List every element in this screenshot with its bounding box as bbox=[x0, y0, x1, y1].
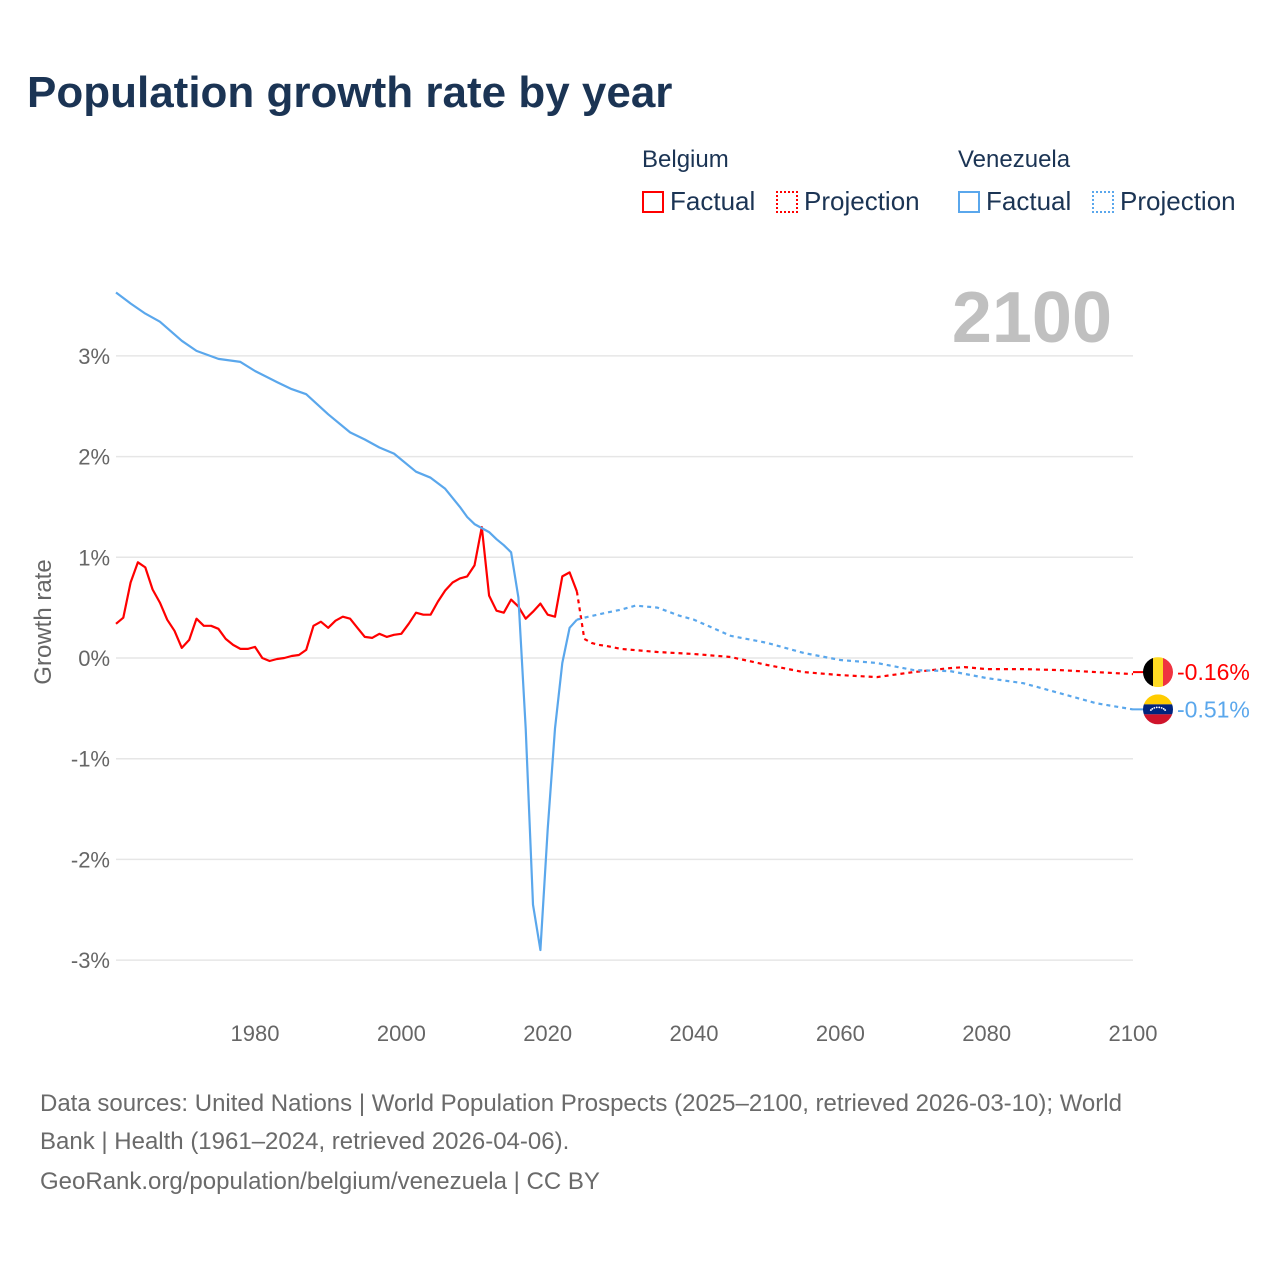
end-value-label: -0.16% bbox=[1177, 659, 1250, 685]
end-value-label: -0.51% bbox=[1177, 696, 1250, 722]
x-tick-label: 2040 bbox=[670, 1021, 719, 1046]
y-tick-label: 1% bbox=[78, 545, 110, 570]
x-tick-label: 2000 bbox=[377, 1021, 426, 1046]
y-tick-label: -1% bbox=[71, 747, 110, 772]
plot-area: 2100 Growth rate 3% 2% 1% 0% -1% -2% -3% 1980 20… bbox=[30, 278, 1250, 1046]
solid-swatch-icon bbox=[642, 190, 664, 213]
legend-venezuela-heading: Venezuela bbox=[958, 146, 1071, 173]
legend-label: Projection bbox=[1120, 186, 1236, 216]
belgium-flag-icon bbox=[1143, 657, 1173, 688]
footer-credit-link[interactable]: GeoRank.org/population/belgium/venezuela… bbox=[40, 1168, 600, 1195]
x-tick-label: 2080 bbox=[962, 1021, 1011, 1046]
x-tick-label: 2060 bbox=[816, 1021, 865, 1046]
legend-label: Factual bbox=[986, 186, 1072, 216]
y-tick-label: -2% bbox=[71, 847, 110, 872]
dotted-swatch-icon bbox=[1092, 190, 1114, 213]
y-axis-label: Growth rate bbox=[30, 559, 57, 684]
series-line-venezuela-projection bbox=[576, 604, 1134, 711]
y-tick-label: 2% bbox=[78, 445, 110, 470]
legend-label: Projection bbox=[804, 186, 920, 216]
x-tick-label: 1980 bbox=[231, 1021, 280, 1046]
legend-belgium-heading: Belgium bbox=[642, 146, 729, 173]
venezuela-flag-icon bbox=[1143, 694, 1173, 725]
dotted-swatch-icon bbox=[776, 190, 798, 213]
legend-label: Factual bbox=[670, 186, 756, 216]
x-tick-label: 2020 bbox=[523, 1021, 572, 1046]
series-line-belgium-projection bbox=[575, 591, 1134, 679]
series-line-venezuela-factual bbox=[115, 291, 578, 952]
legend-belgium-factual[interactable]: Factual bbox=[642, 186, 755, 217]
year-indicator: 2100 bbox=[952, 278, 1112, 358]
series-line-belgium-factual bbox=[115, 526, 578, 663]
y-tick-label: -3% bbox=[71, 948, 110, 973]
y-tick-label: 3% bbox=[78, 344, 110, 369]
legend-venezuela-projection[interactable]: Projection bbox=[1092, 186, 1236, 217]
footer-sources-line2: Bank | Health (1961–2024, retrieved 2026… bbox=[40, 1128, 570, 1155]
x-tick-label: 2100 bbox=[1109, 1021, 1158, 1046]
page-title: Population growth rate by year bbox=[27, 68, 673, 117]
legend-venezuela-factual[interactable]: Factual bbox=[958, 186, 1071, 217]
y-tick-label: 0% bbox=[78, 646, 110, 671]
legend-belgium-projection[interactable]: Projection bbox=[776, 186, 920, 217]
solid-swatch-icon bbox=[958, 190, 980, 213]
footer-sources-line1: Data sources: United Nations | World Pop… bbox=[40, 1090, 1122, 1117]
